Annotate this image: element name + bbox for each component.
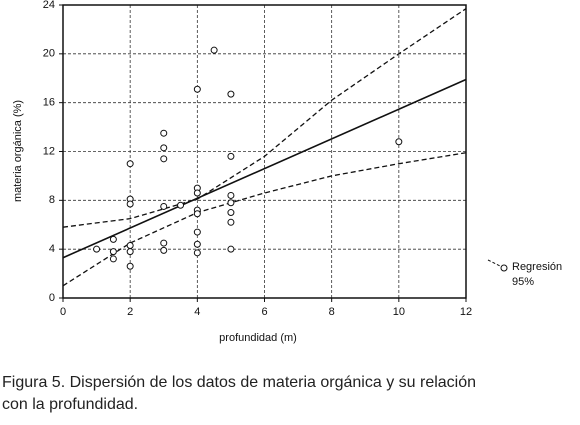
data-point [227,191,235,199]
data-point [160,202,168,210]
data-point [395,138,403,146]
legend-label: Regresión [512,261,562,273]
data-point [160,239,168,247]
data-point [126,200,134,208]
x-tick-label: 12 [460,306,472,318]
data-point [193,85,201,93]
data-point [160,155,168,163]
x-tick-label: 8 [329,306,335,318]
x-tick-label: 4 [194,306,200,318]
data-point [210,46,218,54]
data-point [193,249,201,257]
data-point [227,245,235,253]
data-point [227,152,235,160]
caption: Figura 5. Dispersión de los datos de mat… [2,372,476,416]
legend-label: 95% [512,276,534,288]
data-point [160,246,168,254]
data-point [160,129,168,137]
data-point [177,201,185,209]
data-point [227,90,235,98]
y-tick-label: 0 [49,292,55,304]
chart: materia orgánica (%) profundidad (m) Reg… [12,0,562,344]
data-point [227,209,235,217]
data-point [126,242,134,250]
data-point [193,210,201,218]
legend-symbol [487,259,501,267]
y-tick-label: 24 [43,0,55,11]
data-point [193,240,201,248]
data-point [109,235,117,243]
x-axis-label: profundidad (m) [219,332,297,344]
data-point [227,218,235,226]
caption-line: Figura 5. Dispersión de los datos de mat… [2,374,477,391]
x-tick-label: 10 [393,306,405,318]
data-point [193,189,201,197]
x-tick-label: 2 [127,306,133,318]
data-point [160,144,168,152]
data-point [126,248,134,256]
regression-line [62,78,467,259]
y-tick-label: 20 [43,48,55,60]
data-point [109,248,117,256]
y-tick-label: 8 [49,194,55,206]
y-tick-label: 4 [49,243,55,255]
y-tick-label: 16 [43,97,55,109]
data-point [93,245,101,253]
caption-line: con la profundidad. [2,396,139,413]
x-tick-label: 6 [261,306,267,318]
data-point [126,160,134,168]
legend-symbol [500,264,508,272]
y-axis-label: materia orgánica (%) [12,100,24,202]
data-point [109,255,117,263]
y-tick-label: 12 [43,145,55,157]
regression-line [62,8,467,228]
plot-frame [62,4,467,299]
data-point [227,199,235,207]
data-point [126,262,134,270]
data-point [193,228,201,236]
regression-line [62,152,467,287]
x-tick-label: 0 [60,306,66,318]
